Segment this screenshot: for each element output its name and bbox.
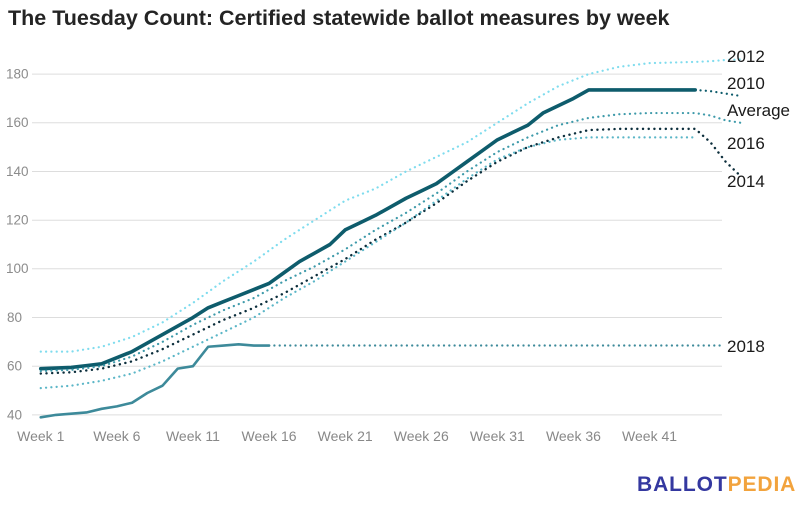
svg-text:2016: 2016 — [727, 134, 765, 153]
svg-text:60: 60 — [7, 359, 22, 374]
svg-text:Week 26: Week 26 — [394, 428, 449, 444]
svg-text:2018: 2018 — [727, 337, 765, 356]
svg-text:Week 11: Week 11 — [166, 428, 220, 444]
svg-text:40: 40 — [7, 407, 22, 422]
svg-text:Week 21: Week 21 — [318, 428, 373, 444]
svg-text:Week 1: Week 1 — [17, 428, 64, 444]
svg-text:180: 180 — [6, 67, 29, 82]
svg-text:2010: 2010 — [727, 74, 765, 93]
svg-text:2012: 2012 — [727, 47, 765, 66]
svg-text:100: 100 — [6, 261, 29, 276]
svg-text:140: 140 — [6, 164, 29, 179]
svg-text:Week 36: Week 36 — [546, 428, 601, 444]
svg-text:Average: Average — [727, 101, 790, 120]
svg-text:Week 31: Week 31 — [470, 428, 525, 444]
svg-text:Week 41: Week 41 — [622, 428, 677, 444]
svg-text:Week 6: Week 6 — [93, 428, 140, 444]
svg-text:160: 160 — [6, 115, 29, 130]
svg-text:80: 80 — [7, 310, 22, 325]
svg-text:120: 120 — [6, 213, 29, 228]
svg-text:Week 16: Week 16 — [242, 428, 297, 444]
svg-text:2014: 2014 — [727, 172, 765, 191]
